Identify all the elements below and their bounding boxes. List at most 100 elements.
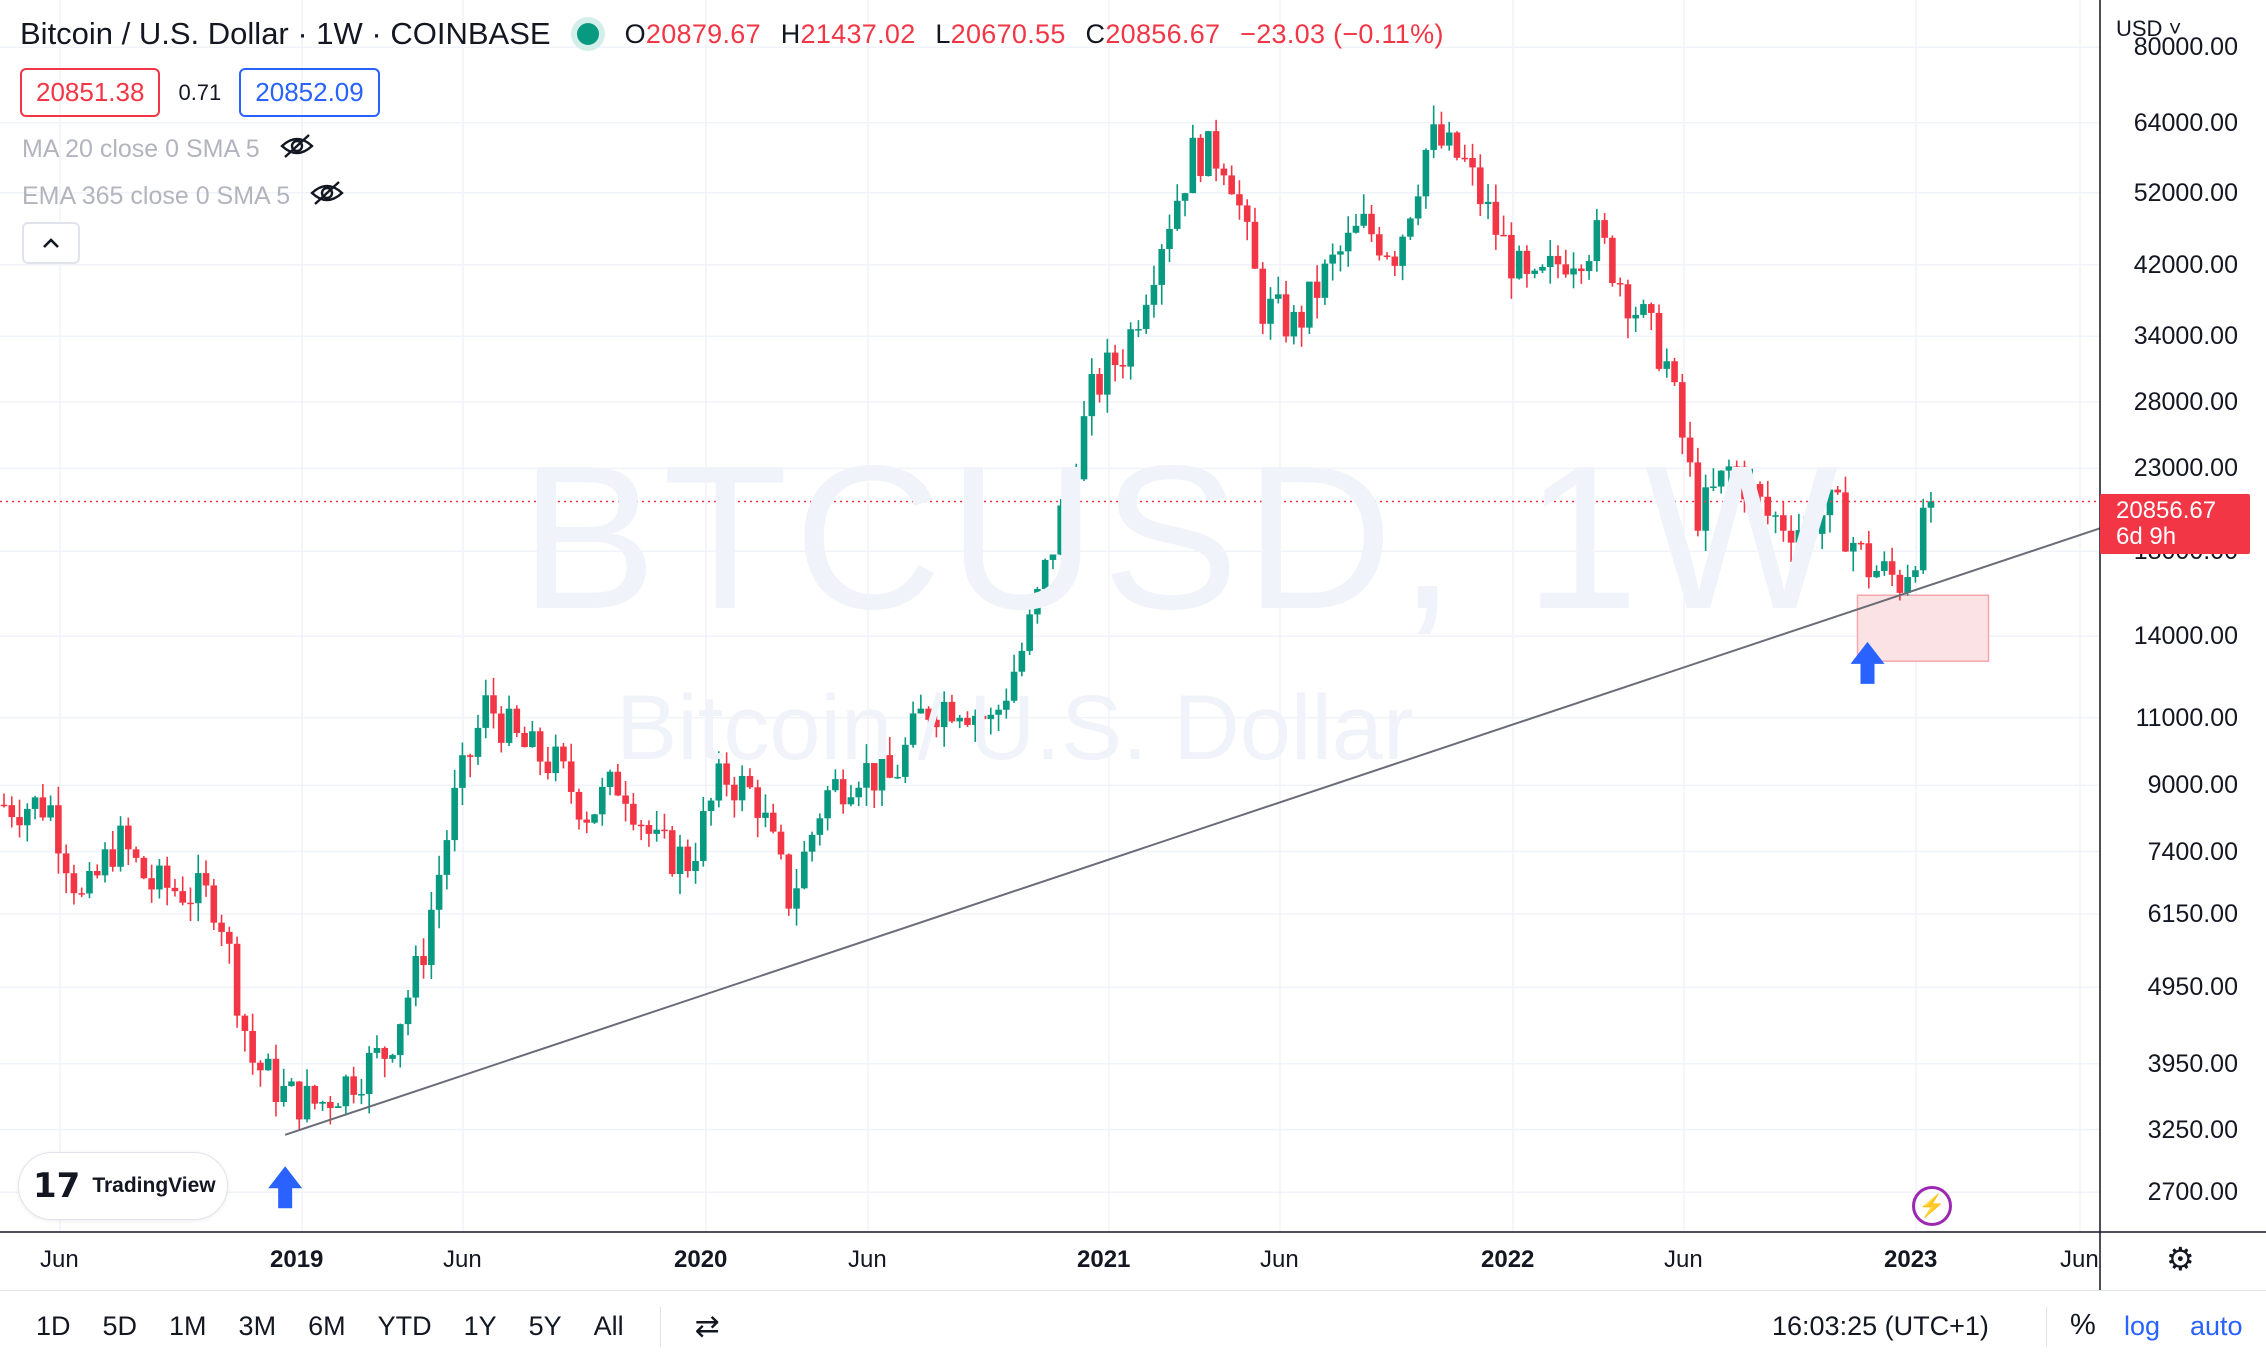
range-6m-button[interactable]: 6M [308,1311,346,1341]
candle-body [1461,157,1469,160]
range-5d-button[interactable]: 5D [102,1311,138,1341]
indicator-ema[interactable]: EMA 365 close 0 SMA 5 [22,180,344,213]
range-5y-button[interactable]: 5Y [528,1311,562,1341]
candle-body [870,763,878,791]
symbol-watermark: BTCUSD, 1W [520,423,1845,652]
candle-body [1624,284,1632,319]
tradingview-logo[interactable]: 17 TradingView [18,1152,228,1220]
candle-body [1888,561,1896,575]
collapse-legend-button[interactable] [22,222,80,264]
candle-body [894,776,901,779]
price-axis-label: 3250.00 [2147,1115,2238,1144]
candle-body [575,791,583,820]
auto-scale-button[interactable]: auto [2190,1311,2243,1341]
candle-body [311,1085,319,1104]
candle-body [1173,200,1181,229]
bid-ask: 20851.38 0.71 20852.09 [20,68,380,117]
candle-body [474,727,482,757]
range-1y-button[interactable]: 1Y [463,1311,497,1341]
candle-body [1298,311,1305,328]
candle-body [606,771,614,787]
gear-icon[interactable]: ⚙ [2166,1241,2195,1277]
candle-body [1873,570,1880,578]
eye-off-icon[interactable] [310,180,344,213]
candle-body [964,717,971,725]
lightning-icon[interactable]: ⚡ [1912,1186,1952,1226]
candle-body [264,1058,272,1071]
candle-body [404,997,412,1025]
clock-timezone[interactable]: 16:03:25 (UTC+1) [1772,1311,1989,1341]
tradingview-logo-icon: 17 [33,1166,81,1206]
range-1m-button[interactable]: 1M [169,1311,207,1341]
time-axis-label: Jun [1664,1246,1703,1273]
candle-body [16,817,23,826]
last-price: 20856.67 [2116,497,2217,524]
candle-body [62,853,70,874]
symbol-title[interactable]: Bitcoin / U.S. Dollar · 1W · COINBASE [20,16,551,51]
range-ytd-button[interactable]: YTD [377,1311,432,1341]
candle-body [257,1062,264,1071]
percent-scale-button[interactable]: % [2070,1309,2096,1341]
currency-selector[interactable]: USD ˅ [2116,16,2182,41]
candle-body [1881,561,1888,571]
candle-body [839,779,847,805]
candle-body [1189,137,1197,194]
candle-body [1748,484,1756,500]
candle-body [855,787,862,798]
candle-body [1104,352,1111,395]
candle-body [1251,221,1259,269]
candle-body [630,803,637,825]
price-chart[interactable] [0,0,2266,1290]
candle-body [1010,671,1018,701]
range-1d-button[interactable]: 1D [36,1311,71,1341]
candle-body [1663,361,1671,369]
candle-body [490,695,497,714]
candle-body [1150,284,1158,305]
indicator-ma[interactable]: MA 20 close 0 SMA 5 [22,133,314,166]
bottom-toolbar: 1D 5D 1M 3M 6M YTD 1Y 5Y All ⇄ 16:03:25 … [0,1290,2266,1362]
log-scale-button[interactable]: log [2124,1311,2161,1341]
candle-body [241,1015,249,1031]
candle-body [163,865,171,888]
candle-body [731,784,738,801]
candle-body [1119,365,1127,367]
candle-body [1904,577,1911,593]
candle-body [171,887,179,892]
candle-body [1632,314,1639,319]
time-axis-label: 2022 [1481,1246,1535,1273]
buy-button[interactable]: 20852.09 [239,68,380,117]
market-status-icon[interactable] [576,23,599,45]
candle-body [832,779,839,791]
candle-body [801,851,808,889]
candle-body [622,795,629,804]
candle-body [684,846,692,871]
price-change: −23.03 (−0.11%) [1240,18,1444,49]
candle-body [1368,213,1375,235]
candle-body [1430,124,1437,150]
candle-body [319,1101,326,1104]
candle-body [1609,237,1616,284]
divider [659,1306,661,1347]
candle-body [979,715,987,720]
candle-body [723,763,730,785]
candle-body [358,1094,365,1096]
sell-button[interactable]: 20851.38 [20,68,161,117]
candle-body [1469,157,1476,168]
range-3m-button[interactable]: 3M [238,1311,277,1341]
eye-off-icon[interactable] [279,133,314,166]
price-axis-label: 52000.00 [2133,178,2238,207]
candle-body [451,787,458,841]
candle-body [1515,250,1523,279]
candle-body [194,873,202,904]
price-axis-label: 7400.00 [2147,837,2238,866]
candle-body [47,805,54,818]
candle-body [1842,492,1849,552]
candle-body [1849,542,1857,552]
time-axis-label: 2020 [674,1246,728,1273]
candle-body [1026,614,1033,651]
range-all-button[interactable]: All [593,1311,624,1341]
candle-body [661,829,668,832]
candle-body [1383,255,1391,257]
candle-body [497,713,505,743]
date-range-icon[interactable]: ⇄ [694,1310,720,1343]
